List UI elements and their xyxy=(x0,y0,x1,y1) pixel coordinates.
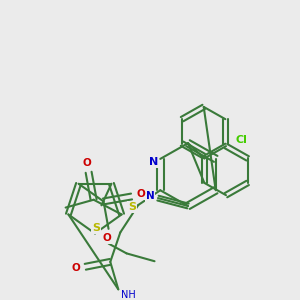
Text: O: O xyxy=(82,158,91,168)
Text: N: N xyxy=(149,157,158,167)
Text: S: S xyxy=(92,223,100,232)
Text: O: O xyxy=(102,233,111,243)
Text: O: O xyxy=(72,263,81,273)
Text: S: S xyxy=(128,202,136,212)
Text: NH: NH xyxy=(121,290,136,300)
Text: N: N xyxy=(146,191,154,201)
Text: O: O xyxy=(136,189,145,199)
Text: Cl: Cl xyxy=(236,135,247,145)
